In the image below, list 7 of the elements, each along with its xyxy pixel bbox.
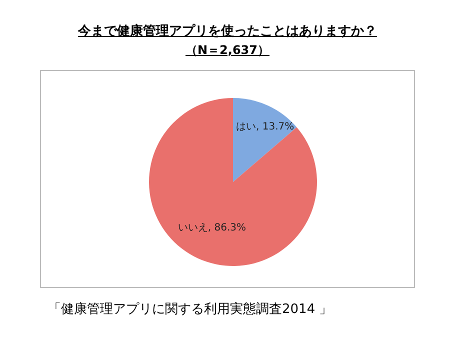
chart-title: 今まで健康管理アプリを使ったことはありますか？ <box>76 22 378 40</box>
slice-label: はい, 13.7% <box>236 122 294 133</box>
pie-slice <box>149 98 317 266</box>
slice-label: いいえ, 86.3% <box>178 222 246 234</box>
pie-slice <box>233 98 297 182</box>
chart-subtitle: （N＝2,637） <box>184 42 270 59</box>
text: 「健康管理アプリに関する利用実態調査2014 」 <box>48 301 332 318</box>
